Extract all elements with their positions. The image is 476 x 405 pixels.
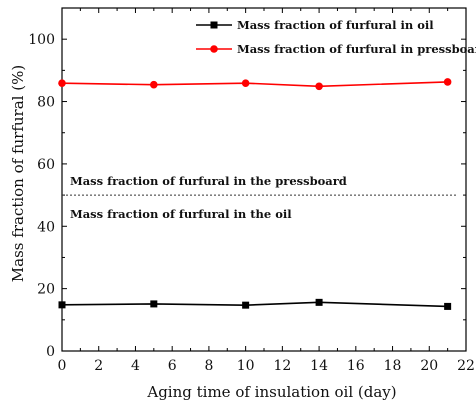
x-axis-title: Aging time of insulation oil (day) [146, 383, 396, 401]
legend-marker-oil [210, 21, 218, 29]
data-point [58, 301, 66, 309]
data-point [150, 80, 158, 89]
annotation-pressboard: Mass fraction of furfural in the pressbo… [70, 174, 347, 188]
axis-ticks [61, 7, 467, 352]
legend-marker-pressboard [210, 45, 218, 53]
data-point [315, 82, 323, 91]
x-tick-label: 6 [168, 358, 177, 374]
data-point [242, 301, 250, 309]
series-line-0 [61, 301, 448, 308]
data-point [150, 300, 158, 308]
y-tick-label: 100 [28, 32, 55, 48]
data-point [443, 78, 452, 86]
series-layer [58, 78, 452, 310]
x-tick-label: 14 [310, 358, 328, 374]
axis-tick-labels: 0 2 4 6 8 10 12 14 16 18 20 22 0 20 40 60 80 100 [28, 32, 475, 374]
y-tick-label: 60 [37, 157, 55, 173]
legend-label-oil: Mass fraction of furfural in oil [237, 18, 434, 32]
annotation-oil: Mass fraction of furfural in the oil [70, 207, 292, 221]
data-point [444, 302, 452, 310]
y-tick-label: 80 [37, 95, 55, 111]
x-tick-label: 20 [420, 358, 438, 374]
y-tick-label: 20 [37, 282, 55, 298]
legend: Mass fraction of furfural in oil Mass fr… [196, 18, 476, 56]
legend-label-pressboard: Mass fraction of furfural in pressboard [237, 42, 476, 56]
x-tick-label: 0 [58, 358, 67, 374]
x-tick-label: 18 [384, 358, 402, 374]
y-tick-label: 0 [46, 344, 55, 360]
series-line-1 [61, 81, 448, 88]
x-tick-label: 10 [237, 358, 255, 374]
data-point [241, 79, 250, 87]
y-axis-title: Mass fraction of furfural (%) [9, 65, 27, 282]
y-tick-label: 40 [37, 219, 55, 235]
data-point [315, 298, 323, 306]
x-tick-label: 4 [131, 358, 140, 374]
x-tick-label: 16 [347, 358, 365, 374]
x-tick-label: 2 [94, 358, 103, 374]
x-tick-label: 8 [204, 358, 213, 374]
x-tick-label: 12 [273, 358, 291, 374]
data-point [58, 79, 66, 87]
x-tick-label: 22 [457, 358, 475, 374]
